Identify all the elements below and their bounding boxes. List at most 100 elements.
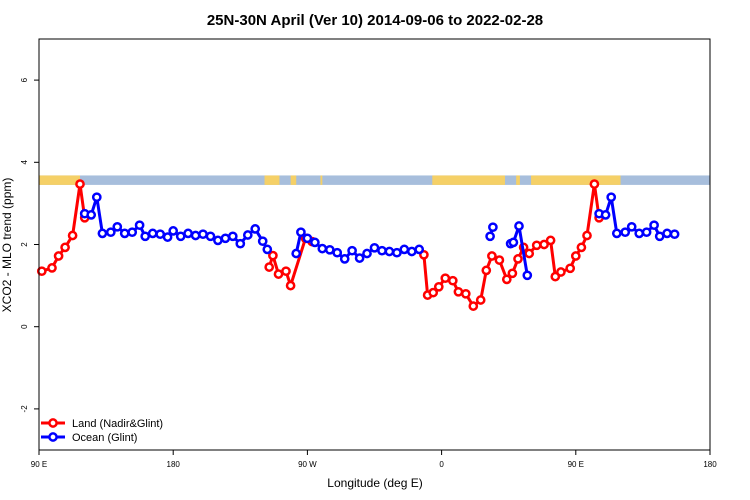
ocean-data-point	[369, 242, 380, 253]
land-data-point	[75, 179, 85, 189]
land-data-point	[576, 242, 587, 253]
land-data-point	[475, 295, 486, 305]
land-data-point	[60, 242, 70, 253]
ocean-data-point	[620, 227, 631, 238]
land-data-point	[428, 287, 439, 298]
ocean-data-point	[134, 220, 145, 231]
ocean-data-point	[347, 245, 357, 256]
ocean-data-point	[654, 231, 665, 242]
ocean-data-point	[205, 231, 216, 242]
y-tick-label: 2	[20, 242, 29, 247]
land-data-point	[565, 263, 576, 274]
ocean-data-point	[147, 228, 158, 239]
ocean-data-point	[296, 227, 306, 238]
x-tick-label: 90 E	[31, 460, 47, 469]
ocean-data-point	[522, 270, 533, 281]
land-band-segment	[264, 175, 280, 185]
land-ocean-band	[39, 175, 710, 185]
ocean-data-point	[317, 243, 328, 254]
ocean-data-point	[250, 224, 261, 234]
legend: Land (Nadir&Glint) Ocean (Glint)	[41, 418, 163, 444]
ocean-data-point	[227, 231, 238, 242]
ocean-data-point	[332, 247, 343, 258]
land-data-point	[556, 267, 566, 277]
land-data-point	[487, 251, 497, 261]
y-axis-label: XCO2 - MLO trend (ppm)	[0, 178, 14, 313]
land-band-segment	[516, 175, 520, 185]
land-data-point	[447, 275, 458, 286]
land-data-point	[281, 266, 291, 277]
land-data-point	[468, 301, 479, 311]
land-data-point	[481, 265, 492, 276]
legend-marker	[48, 418, 58, 428]
land-band-segment	[39, 175, 81, 185]
ocean-data-point	[399, 244, 410, 255]
y-axis: -2 0 2 4 6	[20, 77, 39, 412]
ocean-data-point	[362, 248, 372, 259]
ocean-data-point	[626, 221, 637, 232]
ocean-data-point	[105, 227, 116, 238]
ocean-band	[39, 175, 710, 185]
x-tick-label: 90 W	[298, 460, 317, 469]
land-data-point	[501, 274, 512, 285]
legend-item-ocean: Ocean (Glint)	[41, 432, 137, 444]
land-data-point	[589, 179, 600, 189]
ocean-data-point	[488, 222, 498, 233]
land-data-point	[47, 263, 57, 273]
land-data-point	[513, 254, 523, 264]
x-axis-label: Longitude (deg E)	[327, 476, 422, 490]
x-tick-label: 90 E	[568, 460, 584, 469]
land-band-segment	[432, 175, 505, 185]
ocean-data-point	[514, 221, 524, 231]
land-data-point	[545, 235, 556, 246]
land-data-point	[273, 269, 284, 279]
ocean-data-point	[242, 230, 253, 240]
x-tick-label: 180	[167, 460, 181, 469]
ocean-data-point	[86, 210, 97, 220]
land-data-point	[53, 251, 64, 261]
ocean-data-point	[155, 229, 166, 240]
ocean-data-point	[190, 230, 201, 241]
ocean-data-point	[606, 192, 617, 203]
land-band-segment	[320, 175, 323, 185]
ocean-data-point	[662, 228, 672, 239]
ocean-data-point	[235, 238, 246, 249]
land-data-point	[570, 251, 581, 261]
chart-title: 25N-30N April (Ver 10) 2014-09-06 to 202…	[207, 12, 543, 29]
land-data-point	[453, 286, 464, 297]
y-tick-label: 6	[20, 77, 29, 82]
ocean-data-point	[140, 231, 151, 242]
land-data-point	[524, 248, 535, 259]
ocean-data-point	[600, 210, 611, 220]
series-ocean	[79, 192, 680, 281]
ocean-data-point	[649, 220, 659, 231]
legend-label: Ocean (Glint)	[72, 432, 137, 444]
land-data-point	[507, 268, 518, 279]
y-tick-label: -2	[20, 405, 29, 413]
land-data-point	[433, 281, 444, 292]
ocean-data-point	[634, 228, 645, 239]
ocean-data-point	[119, 228, 130, 239]
ocean-data-point	[198, 229, 208, 240]
ocean-data-point	[641, 227, 652, 238]
ocean-data-point	[175, 231, 186, 242]
ocean-data-point	[262, 244, 273, 255]
land-series-line	[267, 236, 313, 288]
land-data-point	[539, 239, 549, 250]
ocean-data-point	[310, 237, 320, 248]
legend-item-land: Land (Nadir&Glint)	[41, 418, 163, 430]
ocean-data-point	[354, 253, 365, 263]
land-data-point	[268, 250, 278, 261]
series-land	[36, 179, 604, 311]
ocean-data-point	[213, 235, 223, 246]
ocean-data-point	[112, 221, 123, 232]
series-layer	[36, 179, 680, 311]
y-tick-label: 0	[20, 324, 29, 329]
ocean-data-point	[220, 233, 231, 244]
ocean-data-point	[324, 244, 335, 255]
land-data-point	[67, 230, 78, 241]
ocean-data-point	[339, 254, 350, 264]
land-data-point	[531, 240, 542, 251]
ocean-data-point	[291, 248, 302, 259]
